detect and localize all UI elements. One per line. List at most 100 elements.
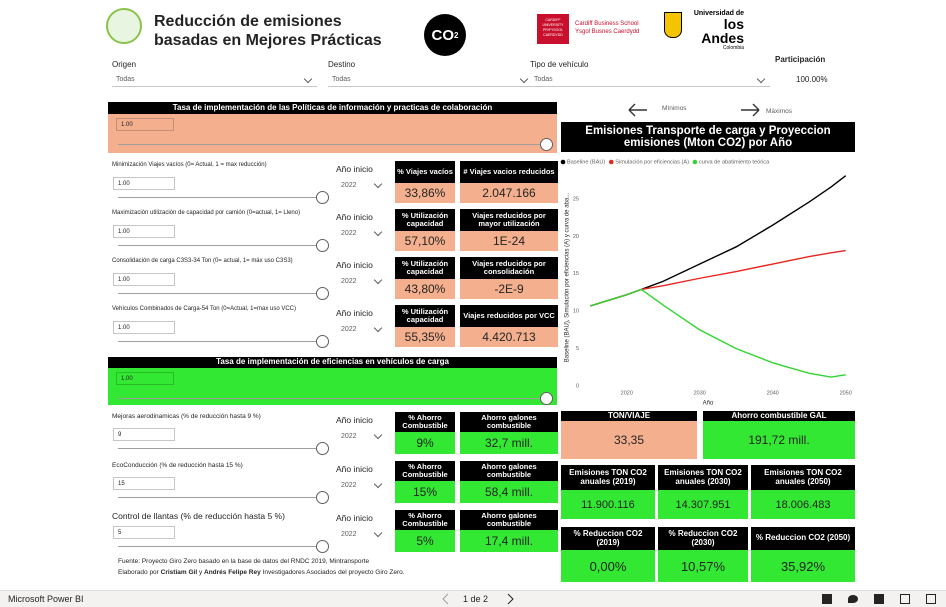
slider-thumb[interactable]: [316, 191, 329, 204]
start-dropdown[interactable]: 2022: [337, 322, 387, 336]
slider-thumb[interactable]: [316, 239, 329, 252]
linkedin-icon[interactable]: [874, 594, 884, 604]
nav-max[interactable]: Máximos: [766, 108, 793, 115]
andes-shield: [664, 12, 682, 38]
slider-track[interactable]: [118, 398, 546, 399]
row-label: Control de llantas (% de reducción hasta…: [112, 511, 285, 521]
filter-dropdown[interactable]: Todas: [112, 73, 317, 87]
author-1: Cristiam Gil: [160, 569, 198, 576]
section-input[interactable]: 1.00: [116, 118, 174, 131]
kpi-value: 11.900.116: [561, 490, 655, 519]
x-tick-label: 2020: [621, 390, 633, 396]
legend-label: Simulación por eficiencias (A): [615, 159, 689, 165]
row-input[interactable]: 5: [113, 526, 175, 539]
kpi-value: -2E-9: [460, 279, 558, 299]
row-input[interactable]: 1.00: [113, 177, 175, 190]
start-dropdown[interactable]: 2022: [337, 429, 387, 443]
start-dropdown[interactable]: 2022: [337, 478, 387, 492]
brand[interactable]: Microsoft Power BI: [8, 594, 84, 604]
slider-track[interactable]: [118, 293, 322, 294]
cardiff-logo: CARDIFF UNIVERSITY PRIFYSGOL CAERDYDD: [537, 14, 569, 44]
row-label: Consolidación de carga C3S3-34 Ton (0= a…: [112, 258, 293, 264]
slider-track[interactable]: [118, 341, 322, 342]
report-title: Reducción de emisiones basadas en Mejore…: [154, 13, 382, 49]
co2-text: CO: [431, 26, 455, 44]
start-dropdown[interactable]: 2022: [337, 274, 387, 288]
nav-min[interactable]: Mínimos: [662, 105, 687, 112]
twitter-icon[interactable]: [848, 595, 858, 603]
kpi-title: Emisiones TON CO2 anuales (2030): [658, 465, 748, 490]
share-icon[interactable]: [900, 594, 910, 604]
arrow-right[interactable]: [741, 103, 760, 117]
credit-and: y: [198, 569, 203, 576]
series-line: [590, 175, 847, 307]
slider-thumb[interactable]: [316, 491, 329, 504]
andes-1: Universidad de: [693, 10, 744, 17]
chevron: [373, 528, 383, 538]
filter-dropdown[interactable]: Todas: [530, 73, 770, 87]
andes-3: Colombia: [722, 45, 744, 51]
slider-thumb[interactable]: [540, 392, 553, 405]
cardiff-school: Cardiff Business School Ysgol Busnes Cae…: [575, 20, 639, 36]
series-line: [590, 288, 846, 378]
cardiff-school-cy: Ysgol Busnes Caerdydd: [575, 29, 640, 35]
next-page[interactable]: [507, 593, 514, 605]
slider-thumb[interactable]: [316, 442, 329, 455]
slider-thumb[interactable]: [316, 287, 329, 300]
legend-label: curva de abatimiento teórica: [699, 159, 770, 165]
start-dropdown[interactable]: 2022: [337, 178, 387, 192]
kpi-title: Emisiones TON CO2 anuales (2050): [751, 465, 855, 490]
row-input[interactable]: 9: [113, 428, 175, 441]
slider-track[interactable]: [118, 245, 322, 246]
pager: 1 de 2: [463, 594, 489, 604]
start-dropdown[interactable]: 2022: [337, 226, 387, 240]
arrow-left[interactable]: [628, 103, 647, 117]
slider-track[interactable]: [118, 144, 546, 145]
kpi-value: 43,80%: [395, 279, 455, 299]
start-label: Año inicio: [336, 260, 373, 270]
kpi-value: 14.307.951: [658, 490, 748, 519]
kpi-value: 33,35: [561, 421, 697, 459]
slider-thumb[interactable]: [540, 138, 553, 151]
chevron: [519, 74, 529, 84]
slider-track[interactable]: [118, 197, 322, 198]
start-dropdown[interactable]: 2022: [337, 527, 387, 541]
facebook-icon[interactable]: [822, 594, 832, 604]
participation-label: Participación: [775, 55, 826, 64]
kpi-title: % Ahorro Combustible: [395, 510, 455, 530]
row-label: Vehículos Combinados de Carga-54 Ton (0=…: [112, 306, 296, 312]
slider-track[interactable]: [118, 497, 322, 498]
x-tick-label: 2050: [840, 390, 852, 396]
kpi-title: Ahorro galones combustible: [460, 510, 558, 530]
filter-dropdown[interactable]: Todas: [328, 73, 533, 87]
slider-thumb[interactable]: [316, 335, 329, 348]
kpi-title: % Viajes vacíos: [395, 161, 455, 183]
start-label: Año inicio: [336, 212, 373, 222]
chevron: [373, 479, 383, 489]
chevron: [373, 430, 383, 440]
prev-page[interactable]: [442, 593, 449, 605]
chevron: [373, 179, 383, 189]
slider-track[interactable]: [118, 448, 322, 449]
kpi-title: % Utilización capacidad: [395, 257, 455, 279]
section-input[interactable]: 1.00: [116, 372, 174, 385]
kpi-title: Ahorro galones combustible: [460, 461, 558, 481]
slider-track[interactable]: [118, 546, 322, 547]
kpi-title: % Ahorro Combustible: [395, 412, 455, 432]
slider-thumb[interactable]: [316, 540, 329, 553]
cardiff-uni: CARDIFF UNIVERSITY: [542, 18, 564, 27]
filter-label: Tipo de vehículo: [530, 60, 589, 69]
kpi-value: 10,57%: [658, 550, 748, 582]
row-input[interactable]: 15: [113, 477, 175, 490]
filter-label: Origen: [112, 60, 137, 69]
row-input[interactable]: 1.00: [113, 321, 175, 334]
kpi-value: 17,4 mill.: [460, 530, 558, 552]
footer-source: Fuente: Proyecto Giro Zero basado en la …: [118, 558, 370, 565]
embed-icon[interactable]: [926, 594, 936, 604]
y-axis-label: Baseline (BAU), Simulación por eficienci…: [565, 192, 571, 362]
row-input[interactable]: 1.00: [113, 273, 175, 286]
y-tick-label: 15: [573, 271, 579, 277]
row-input[interactable]: 1.00: [113, 225, 175, 238]
kpi-title: Ahorro combustible GAL: [703, 411, 855, 421]
section-band: [108, 368, 557, 405]
